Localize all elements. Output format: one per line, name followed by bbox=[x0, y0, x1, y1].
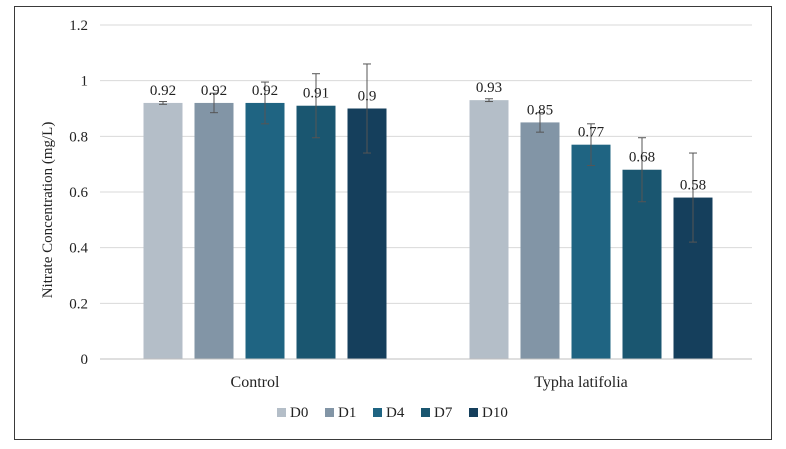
y-tick-label: 0.8 bbox=[69, 129, 88, 145]
legend-swatch-d10 bbox=[469, 408, 478, 417]
bar-d1-typha-latifolia bbox=[520, 122, 560, 360]
y-tick-label: 0.6 bbox=[69, 185, 88, 201]
data-label: 0.58 bbox=[680, 178, 706, 194]
legend-swatch-d4 bbox=[373, 408, 382, 417]
data-labels: 0.92 0.92 0.92 0.91 0.9 0.93 0.85 0.77 0.68 0.58 bbox=[150, 80, 706, 193]
bar-d0-control bbox=[143, 102, 183, 359]
legend-label-d10: D10 bbox=[482, 405, 508, 421]
data-label: 0.91 bbox=[303, 86, 329, 102]
bar-d7-control bbox=[296, 105, 336, 359]
y-axis-label: Nitrate Concentration (mg/L) bbox=[40, 122, 56, 299]
bars bbox=[143, 63, 713, 360]
data-label: 0.92 bbox=[252, 83, 278, 99]
axes: 0 0.2 0.4 0.6 0.8 1 1.2 Control Typha latifolia bbox=[69, 18, 752, 391]
legend-label-d4: D4 bbox=[386, 405, 405, 421]
legend-label-d7: D7 bbox=[434, 405, 453, 421]
y-tick-label: 1.2 bbox=[69, 18, 88, 34]
legend-swatch-d7 bbox=[421, 408, 430, 417]
data-label: 0.77 bbox=[578, 125, 605, 141]
legend-label-d0: D0 bbox=[290, 405, 308, 421]
data-label: 0.85 bbox=[527, 102, 553, 118]
y-tick-label: 0 bbox=[81, 352, 89, 368]
data-label: 0.9 bbox=[358, 89, 377, 105]
bar-d1-control bbox=[194, 102, 234, 359]
x-category-label: Control bbox=[231, 374, 280, 391]
data-label: 0.68 bbox=[629, 150, 655, 166]
bar-d4-typha-latifolia bbox=[571, 144, 611, 359]
bar-d0-typha-latifolia bbox=[469, 100, 509, 360]
y-tick-label: 0.2 bbox=[69, 296, 88, 312]
y-tick-label: 1 bbox=[81, 74, 89, 90]
legend-swatch-d0 bbox=[277, 408, 286, 417]
legend-swatch-d1 bbox=[325, 408, 334, 417]
y-tick-label: 0.4 bbox=[69, 241, 88, 257]
data-label: 0.92 bbox=[201, 83, 227, 99]
data-label: 0.92 bbox=[150, 83, 176, 99]
legend-label-d1: D1 bbox=[338, 405, 356, 421]
data-label: 0.93 bbox=[476, 80, 502, 96]
legend: D0 D1 D4 D7 D10 bbox=[277, 405, 508, 421]
bar-d4-control bbox=[245, 102, 285, 359]
x-category-label: Typha latifolia bbox=[534, 374, 628, 391]
